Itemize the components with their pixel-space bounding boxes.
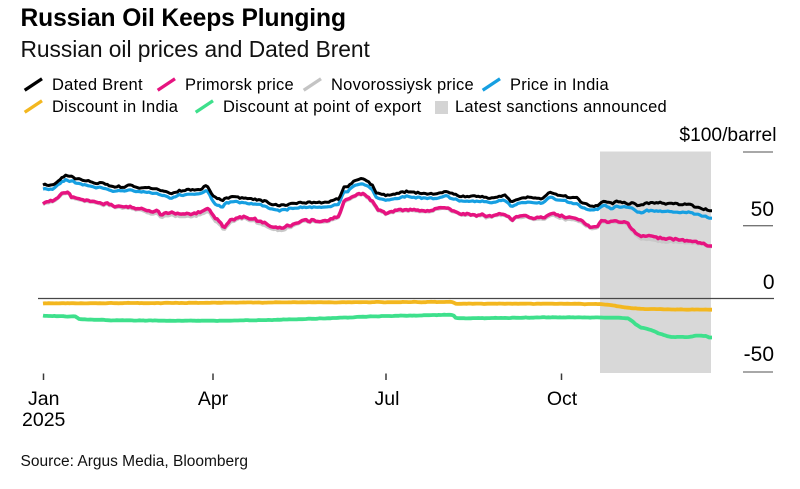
svg-text:Oct: Oct — [547, 388, 578, 410]
svg-text:50: 50 — [751, 198, 774, 221]
svg-text:0: 0 — [763, 271, 775, 294]
svg-text:-50: -50 — [744, 343, 774, 366]
svg-text:Jan: Jan — [28, 388, 59, 410]
svg-text:$100/barrel: $100/barrel — [679, 125, 776, 146]
svg-text:Jul: Jul — [375, 388, 400, 410]
svg-text:Apr: Apr — [198, 388, 229, 410]
svg-text:2025: 2025 — [22, 409, 66, 431]
